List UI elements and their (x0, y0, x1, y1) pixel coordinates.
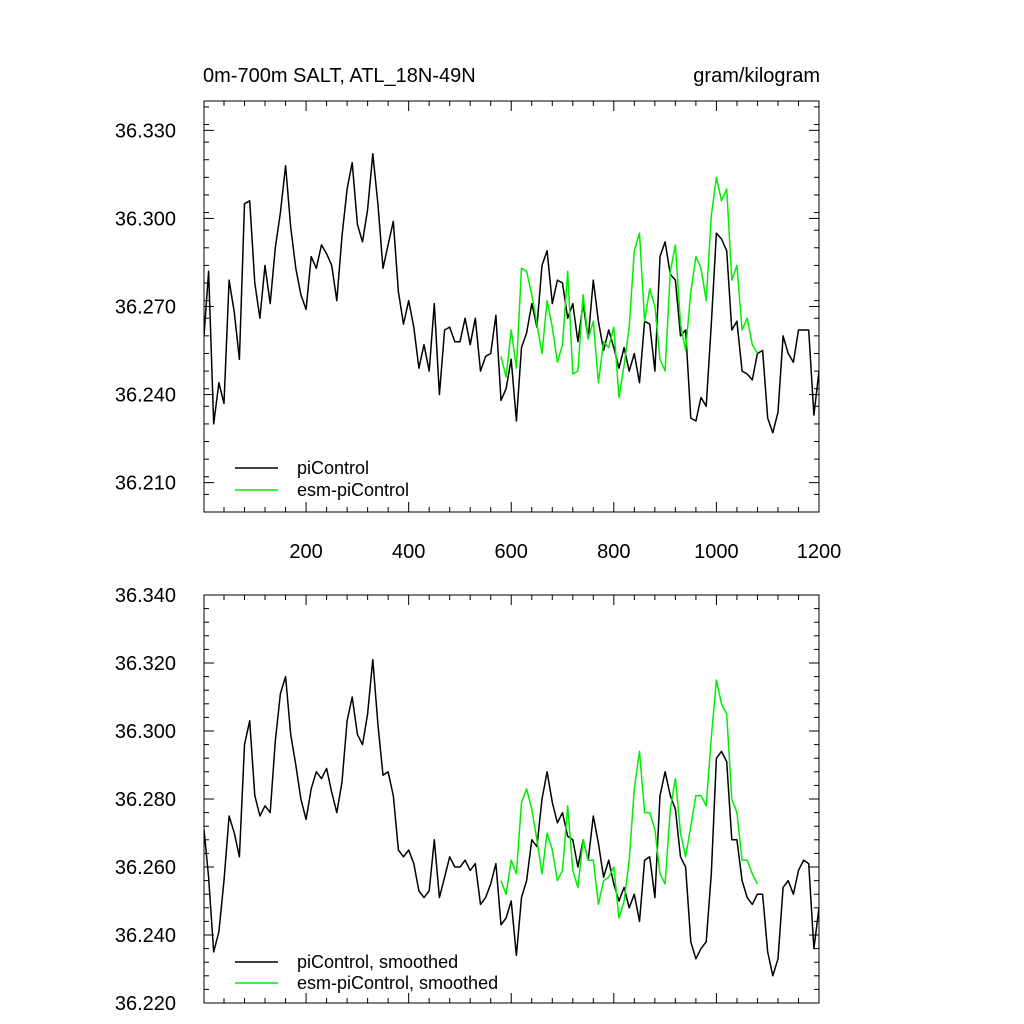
y-tick-label: 36.340 (115, 585, 176, 607)
series-line-esm-picontrol (500, 176, 759, 399)
series-line-picontrol (204, 153, 819, 434)
y-tick-label: 36.300 (115, 208, 176, 230)
y-tick-label: 36.300 (115, 721, 176, 743)
y-tick-label: 36.270 (115, 297, 176, 319)
series-line-esm-picontrol (500, 679, 759, 919)
figure-units: gram/kilogram (693, 65, 820, 87)
top-panel-salinity: 200 400 600 800 1000 1200 36.210 36.240 36.270 36… (115, 100, 842, 563)
x-tick-label: 400 (392, 541, 425, 563)
legend-label: esm-piControl (297, 480, 409, 500)
legend-label: piControl (297, 458, 369, 478)
x-tick-label: 600 (495, 541, 528, 563)
x-tick-label: 800 (597, 541, 630, 563)
y-tick-label: 36.260 (115, 857, 176, 879)
plot-frame (203, 100, 820, 513)
y-tick-label: 36.280 (115, 789, 176, 811)
y-tick-label: 36.210 (115, 473, 176, 495)
y-tick-label: 36.220 (115, 993, 176, 1015)
bottom-panel-salinity-smoothed: 36.220 36.240 36.260 36.280 36.300 36.320 36.3… (115, 585, 820, 1015)
y-tick-label: 36.240 (115, 925, 176, 947)
y-tick-label: 36.240 (115, 385, 176, 407)
legend-label: esm-piControl, smoothed (297, 973, 498, 993)
y-tick-label: 36.320 (115, 653, 176, 675)
y-tick-label: 36.330 (115, 120, 176, 142)
x-tick-label: 1200 (797, 541, 842, 563)
x-tick-label: 1000 (694, 541, 739, 563)
x-tick-label: 200 (289, 541, 322, 563)
legend-label: piControl, smoothed (297, 952, 458, 972)
figure-title: 0m-700m SALT, ATL_18N-49N (203, 65, 476, 87)
plot-frame (203, 594, 820, 1004)
series-line-picontrol (204, 658, 819, 977)
